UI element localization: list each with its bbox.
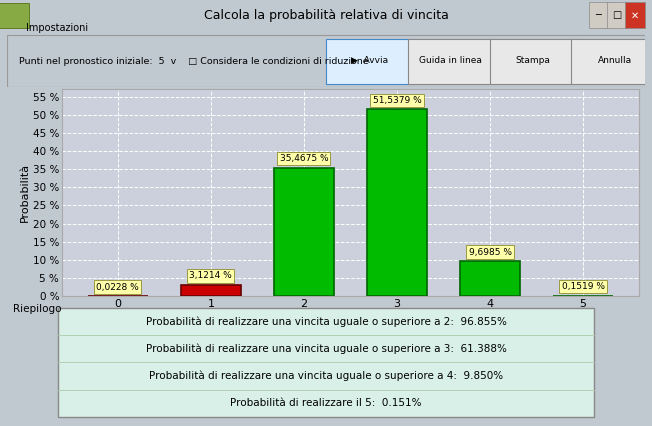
Y-axis label: Probabilità: Probabilità	[20, 163, 30, 222]
Text: ─: ─	[595, 10, 602, 20]
X-axis label: Punti nelle combinazioni finali: Punti nelle combinazioni finali	[267, 312, 434, 322]
Text: 51,5379 %: 51,5379 %	[372, 96, 421, 105]
Text: Riepilogo: Riepilogo	[13, 304, 61, 314]
Bar	[366, 109, 427, 296]
Text: 0,1519 %: 0,1519 %	[561, 282, 604, 291]
Text: Guida in linea: Guida in linea	[419, 56, 482, 65]
FancyBboxPatch shape	[571, 39, 652, 83]
FancyBboxPatch shape	[57, 308, 595, 417]
Text: Probabilità di realizzare il 5:  0.151%: Probabilità di realizzare il 5: 0.151%	[230, 398, 422, 408]
Text: 35,4675 %: 35,4675 %	[280, 154, 328, 163]
Bar	[274, 167, 334, 296]
FancyBboxPatch shape	[625, 3, 645, 28]
Text: ▶  Avvia: ▶ Avvia	[351, 56, 388, 65]
FancyBboxPatch shape	[7, 35, 645, 87]
Text: Probabilità di realizzare una vincita uguale o superiore a 2:  96.855%: Probabilità di realizzare una vincita ug…	[145, 316, 507, 326]
Text: Probabilità di realizzare una vincita uguale o superiore a 4:  9.850%: Probabilità di realizzare una vincita ug…	[149, 371, 503, 381]
Text: 3,1214 %: 3,1214 %	[190, 271, 232, 280]
FancyBboxPatch shape	[490, 39, 576, 83]
FancyBboxPatch shape	[607, 3, 627, 28]
Text: 0,0228 %: 0,0228 %	[96, 282, 139, 292]
Text: Stampa: Stampa	[515, 56, 550, 65]
Text: □: □	[612, 10, 621, 20]
Text: Punti nel pronostico iniziale:  5  v    □ Considera le condizioni di riduzione: Punti nel pronostico iniziale: 5 v □ Con…	[20, 57, 369, 66]
Text: Annulla: Annulla	[597, 56, 632, 65]
Text: ✕: ✕	[631, 10, 639, 20]
FancyBboxPatch shape	[589, 3, 608, 28]
Text: 9,6985 %: 9,6985 %	[469, 248, 512, 256]
Bar	[460, 261, 520, 296]
Text: Impostazioni: Impostazioni	[25, 23, 88, 33]
Text: Calcola la probabilità relativa di vincita: Calcola la probabilità relativa di vinci…	[203, 9, 449, 22]
Bar	[181, 285, 241, 296]
Text: Probabilità di realizzare una vincita uguale o superiore a 3:  61.388%: Probabilità di realizzare una vincita ug…	[145, 343, 507, 354]
FancyBboxPatch shape	[0, 3, 29, 28]
FancyBboxPatch shape	[408, 39, 494, 83]
FancyBboxPatch shape	[326, 39, 412, 83]
